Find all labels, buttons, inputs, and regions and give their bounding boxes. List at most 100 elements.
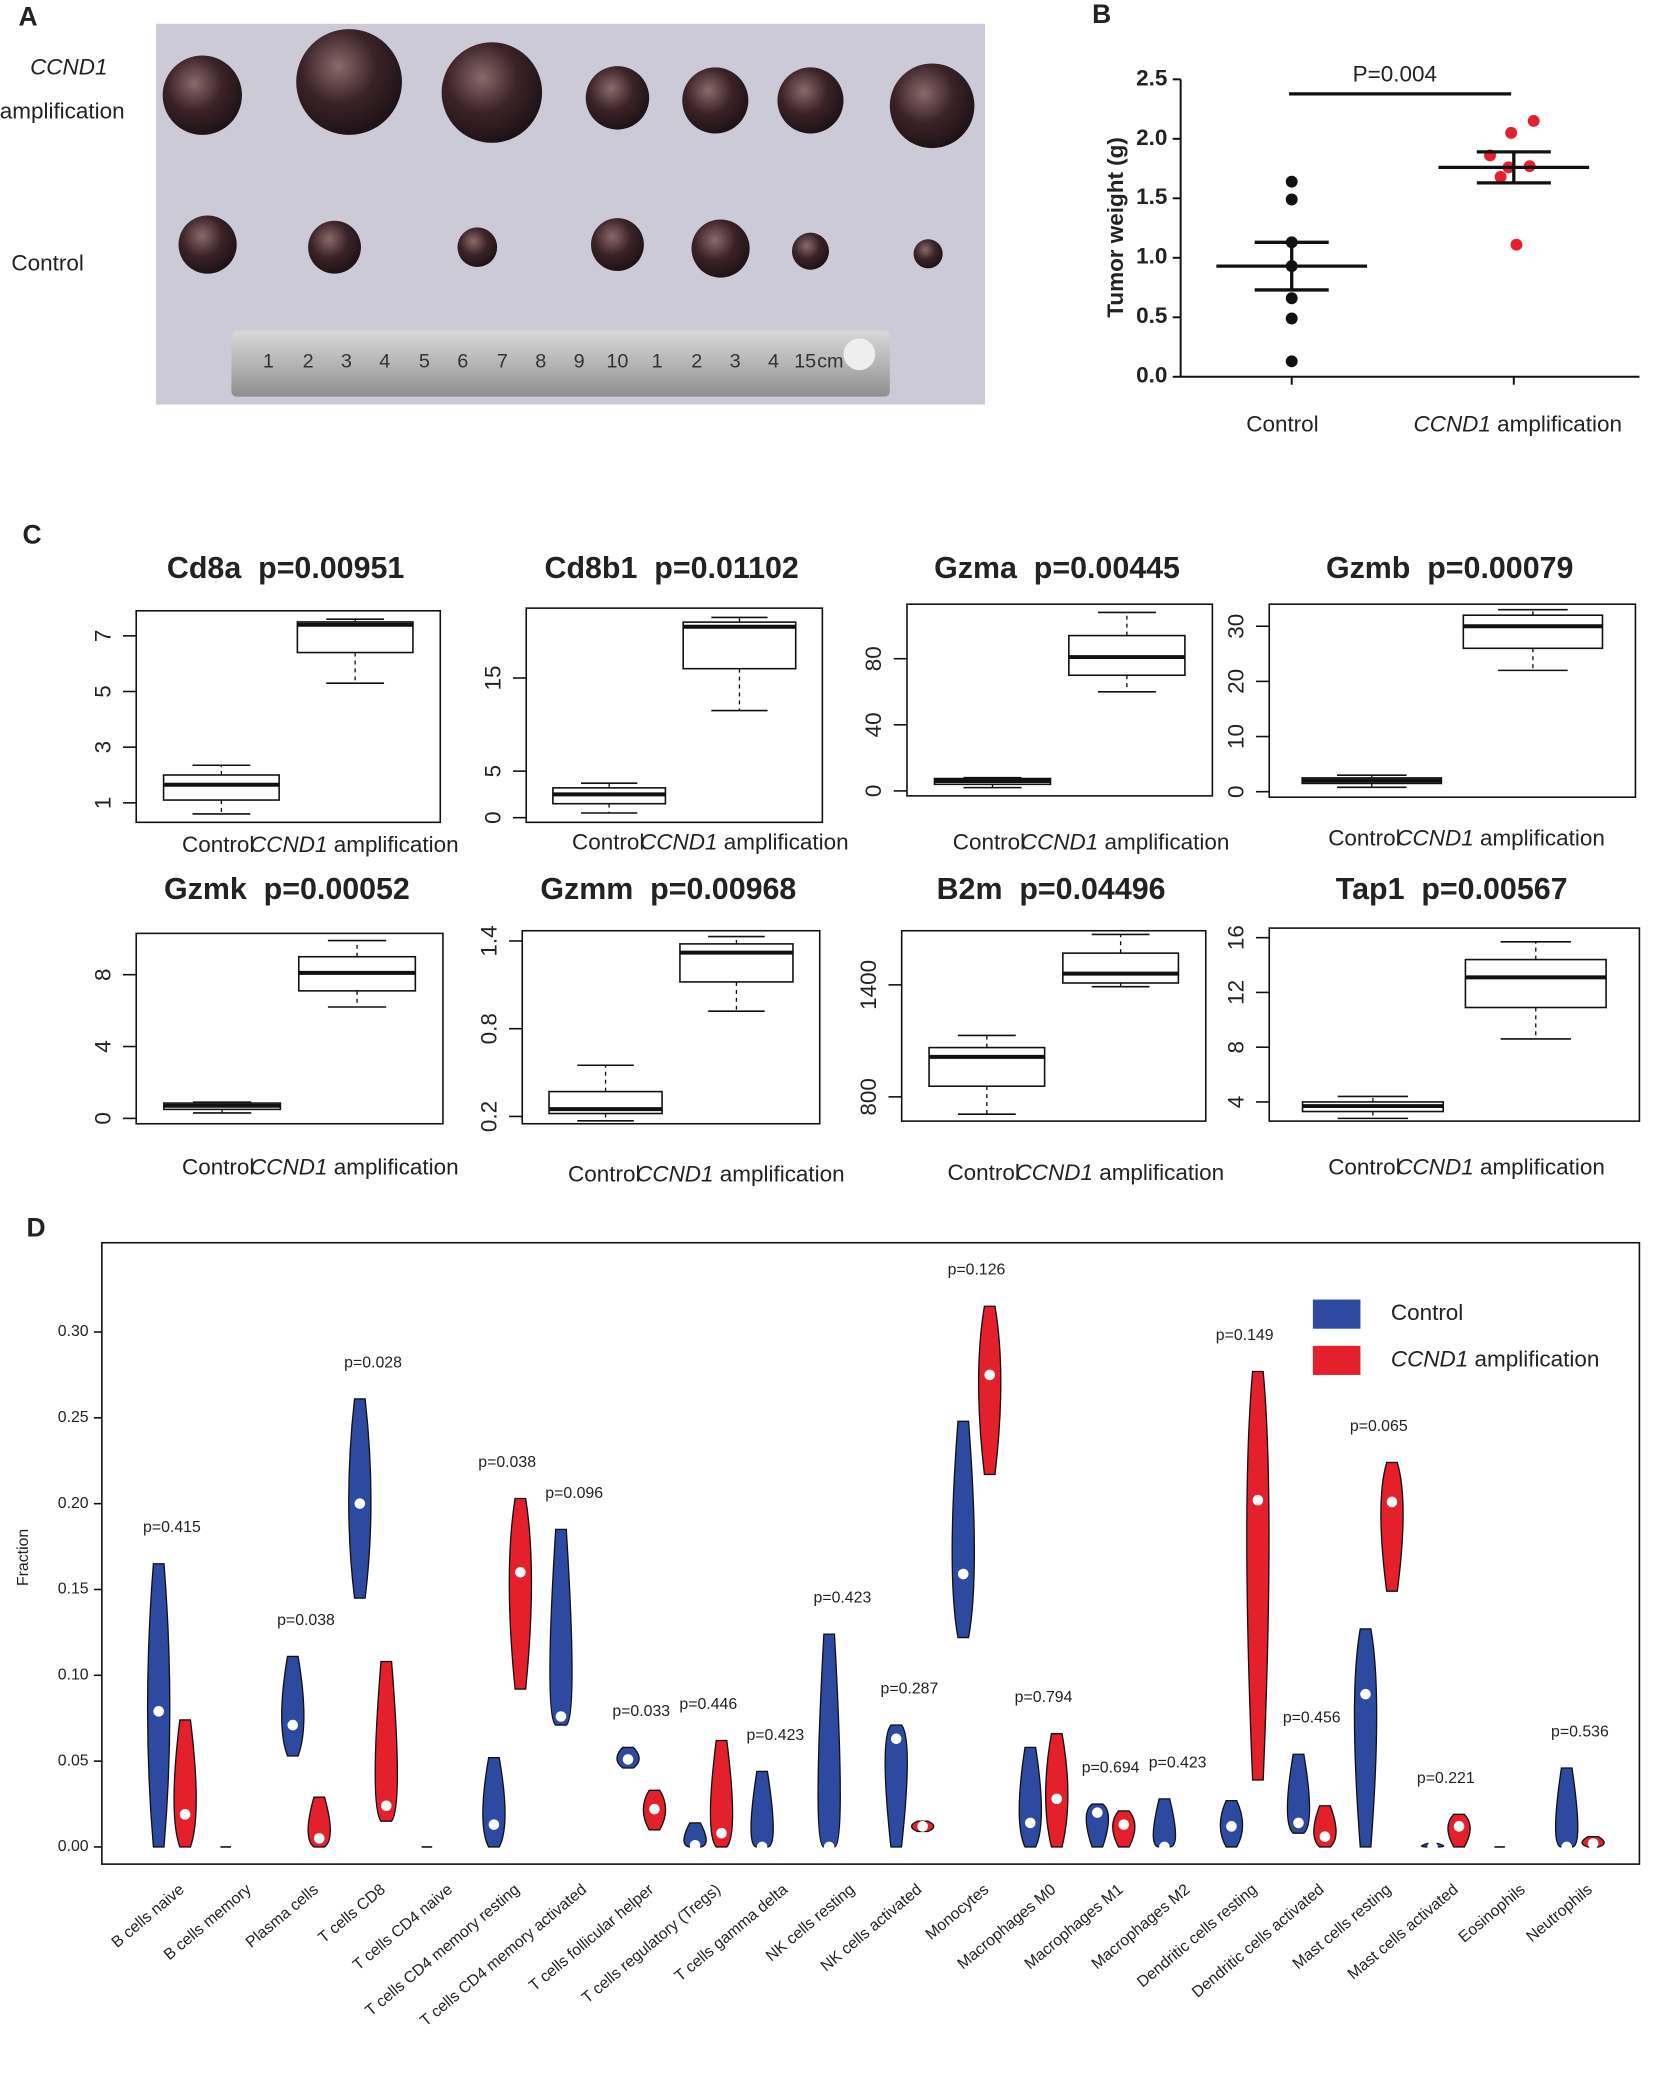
y-tick-label: 10 <box>1223 724 1248 749</box>
y-tick-label: 0.0 <box>1136 363 1167 388</box>
violin <box>549 1528 573 1726</box>
median-dot <box>984 1369 995 1381</box>
p-label: p=0.038 <box>277 1612 335 1629</box>
ruler-label: 2 <box>691 350 702 372</box>
x-tick-label: Neutrophils <box>1523 1881 1595 1946</box>
violin <box>1380 1461 1404 1592</box>
y-tick-label: 7 <box>90 630 115 643</box>
x-tick-label: Dendritic cells activated <box>1189 1881 1328 2001</box>
ruler-label: 9 <box>574 350 585 372</box>
p-label: p=0.065 <box>1350 1418 1408 1435</box>
x-tick-label: CCND1 amplification <box>1016 1160 1225 1185</box>
median-dot <box>716 1827 727 1839</box>
x-tick-label: CCND1 amplification <box>1021 829 1230 854</box>
y-tick-label: 8 <box>90 968 115 981</box>
median-dot <box>917 1821 928 1832</box>
violin <box>884 1724 908 1848</box>
ruler-hole <box>843 338 876 371</box>
y-tick-label: 0.30 <box>58 1323 89 1340</box>
violin <box>146 1563 171 1848</box>
violin <box>1246 1370 1270 1781</box>
ruler-label: 1 <box>263 350 274 372</box>
x-tick-label: Eosinophils <box>1456 1881 1529 1946</box>
y-tick-label: 20 <box>1223 669 1248 694</box>
violin <box>281 1655 305 1757</box>
ruler-label: 10 <box>606 350 628 372</box>
legend-label: CCND1 amplification <box>1391 1346 1600 1371</box>
plot-frame <box>521 929 821 1125</box>
violin <box>750 1770 774 1848</box>
box <box>1464 958 1607 1009</box>
annotation: P=0.004 <box>1353 61 1437 86</box>
legend-swatch <box>1312 1299 1361 1329</box>
chart-title: Gzmm p=0.00968 <box>540 872 796 906</box>
box <box>928 1046 1046 1088</box>
median-dot <box>313 1833 325 1844</box>
ruler-label: 1 <box>652 350 663 372</box>
y-tick-label: 0.25 <box>58 1409 89 1426</box>
p-label: p=0.028 <box>344 1354 402 1371</box>
x-tick-label: Dendritic cells resting <box>1134 1881 1260 1991</box>
x-tick-label: CCND1 amplification <box>1396 1155 1605 1180</box>
median-dot <box>153 1706 164 1717</box>
y-tick-label: 0 <box>1223 785 1248 798</box>
row-label: CCND1 <box>30 55 107 80</box>
plot-frame <box>1268 603 1637 798</box>
ruler-label: 7 <box>497 350 508 372</box>
legend-label: Control <box>1391 1300 1463 1325</box>
median-dot <box>1293 1817 1304 1829</box>
point <box>1494 170 1507 183</box>
p-label: p=0.423 <box>746 1727 804 1744</box>
p-label: p=0.415 <box>143 1519 201 1536</box>
y-tick-label: 4 <box>1223 1096 1248 1109</box>
y-tick-label: 0 <box>480 811 505 823</box>
median-dot <box>649 1803 660 1815</box>
y-tick-label: 0.10 <box>58 1666 89 1683</box>
median-dot <box>555 1711 567 1722</box>
x-tick-label: Mast cells activated <box>1345 1881 1462 1983</box>
median-dot <box>1561 1841 1572 1853</box>
p-label: p=0.287 <box>881 1681 939 1698</box>
x-tick-label: Control <box>182 832 254 857</box>
p-label: p=0.126 <box>948 1262 1006 1279</box>
median-dot <box>689 1839 701 1851</box>
point <box>1285 292 1298 305</box>
violin <box>1313 1805 1337 1848</box>
violin <box>307 1796 331 1848</box>
x-tick-label: T cells follicular helper <box>526 1881 657 1995</box>
y-tick-label: 1.5 <box>1136 184 1167 209</box>
y-tick-label: 16 <box>1223 925 1248 950</box>
p-label: p=0.221 <box>1417 1770 1475 1787</box>
chart-title: Gzma p=0.00445 <box>934 551 1180 585</box>
y-tick-label: 0 <box>861 785 886 798</box>
x-tick-label: Control <box>947 1160 1019 1185</box>
p-label: p=0.149 <box>1216 1327 1274 1344</box>
y-tick-label: 12 <box>1223 980 1248 1005</box>
y-tick-label: 2.5 <box>1136 65 1167 90</box>
median-dot <box>1159 1841 1170 1853</box>
violin <box>951 1420 976 1639</box>
violin <box>1085 1803 1110 1848</box>
ruler-label: 3 <box>730 350 741 372</box>
ruler-label: 5 <box>419 350 430 372</box>
plot-frame <box>1268 927 1641 1122</box>
box <box>679 943 794 983</box>
plot-frame <box>525 607 824 824</box>
x-tick-label: T cells gamma delta <box>672 1881 792 1985</box>
median-dot <box>515 1567 526 1578</box>
x-tick-label: Monocytes <box>923 1881 993 1943</box>
x-tick-label: CCND1 amplification <box>1396 825 1605 850</box>
y-tick-label: 80 <box>861 646 886 671</box>
median-dot <box>1587 1838 1599 1849</box>
y-tick-label: 0.5 <box>1136 303 1167 328</box>
ruler-label: 8 <box>535 350 546 372</box>
ruler <box>231 330 890 397</box>
median-dot <box>1386 1496 1398 1508</box>
median-dot <box>1252 1494 1264 1506</box>
y-tick-label: 0.15 <box>58 1581 89 1598</box>
median-dot <box>1051 1793 1063 1805</box>
legend-swatch <box>1312 1345 1361 1375</box>
violin <box>1554 1767 1579 1848</box>
ruler-label: 15 <box>794 350 816 372</box>
